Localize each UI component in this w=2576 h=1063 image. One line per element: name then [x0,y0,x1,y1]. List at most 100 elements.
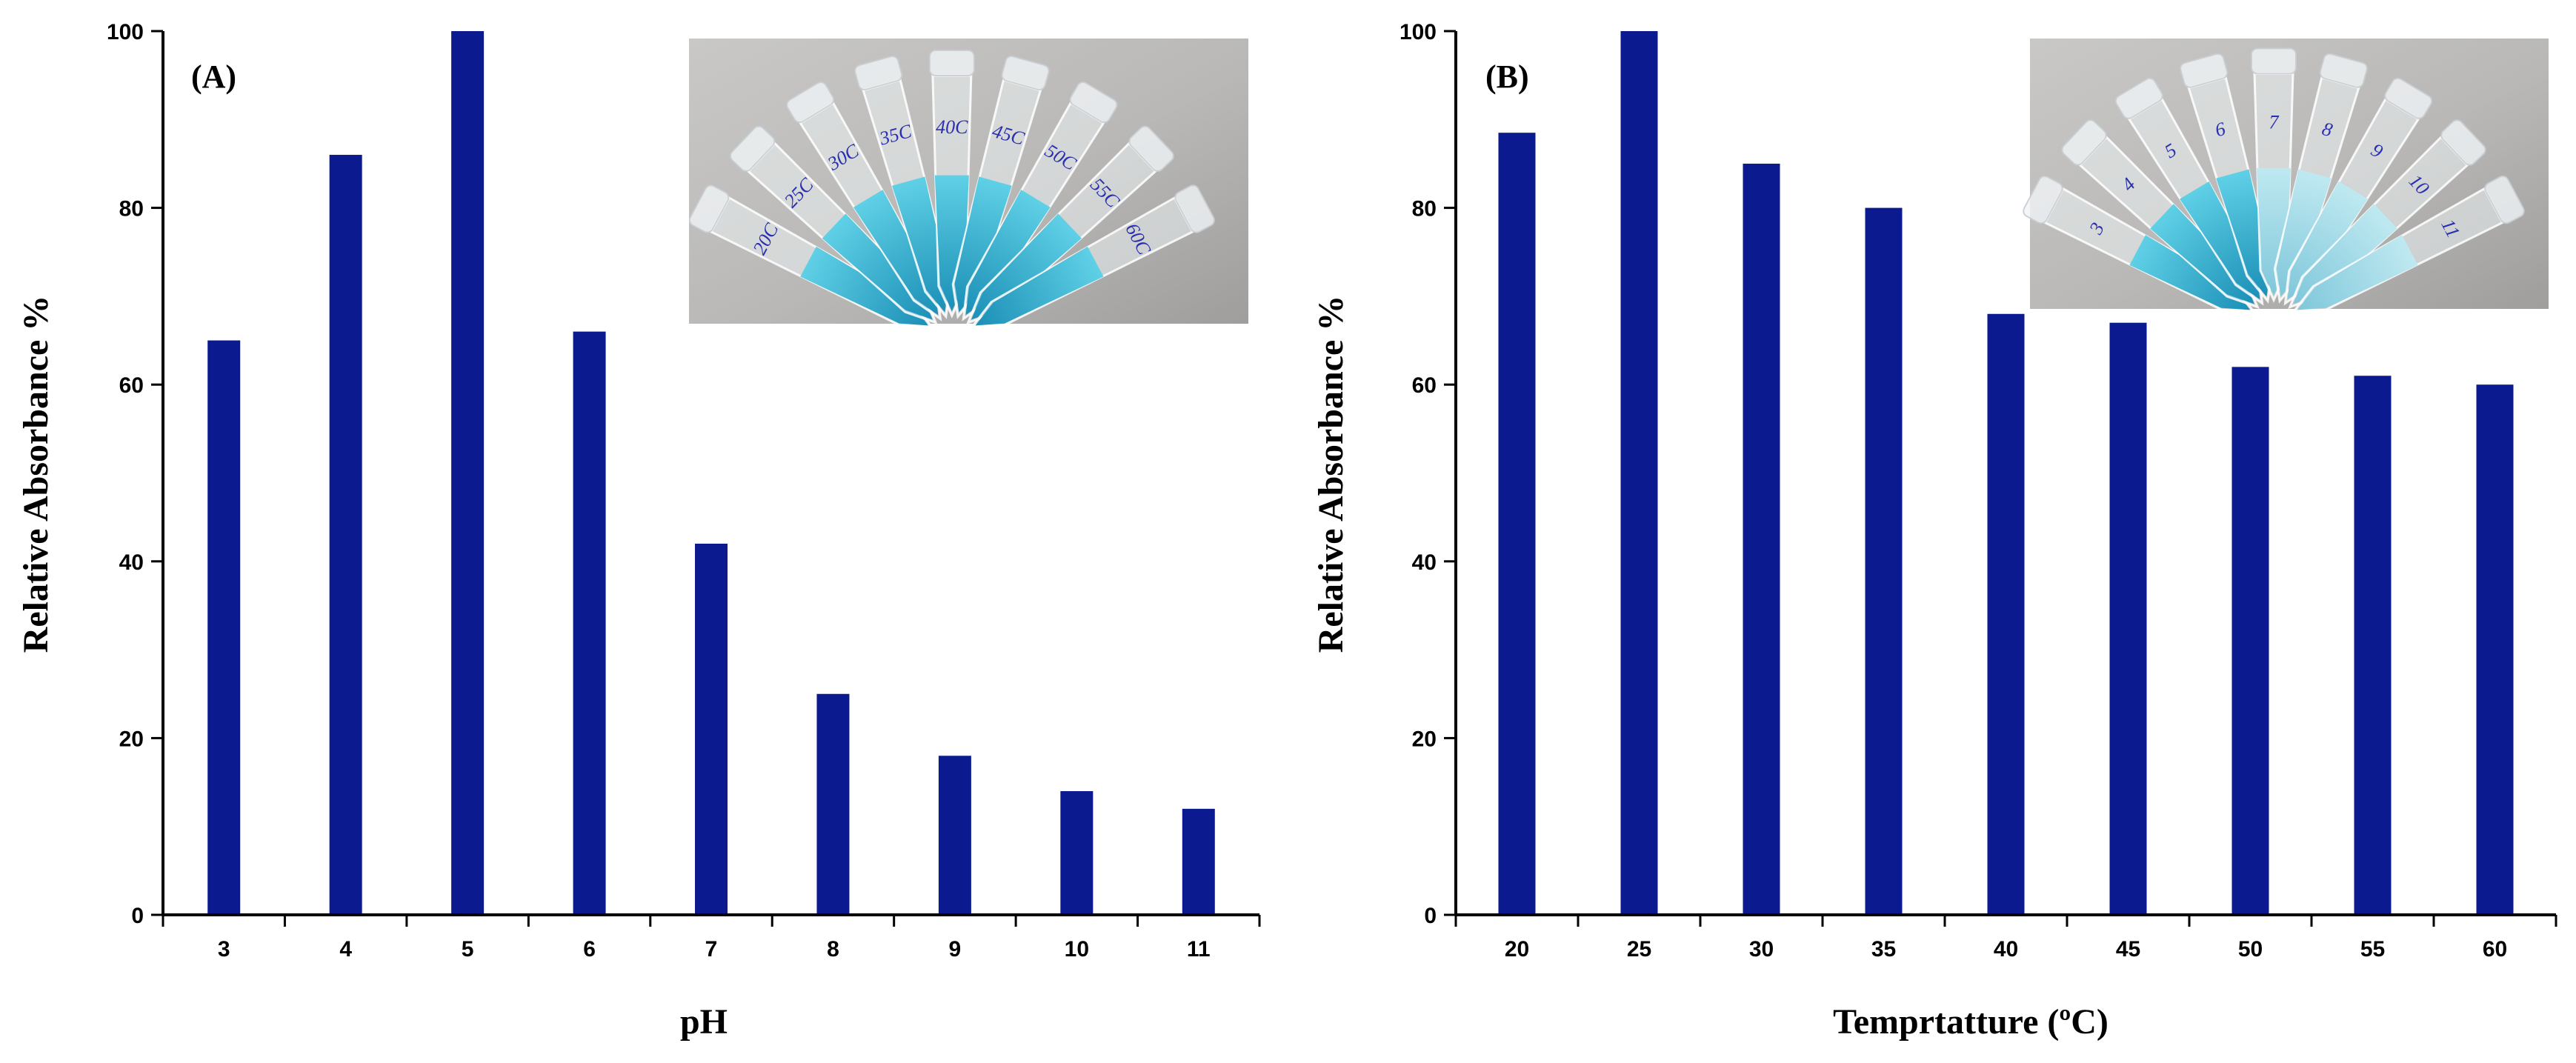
vial-liquid-a-1 [822,213,933,320]
vial-cap-b-6 [2384,77,2433,119]
bar-a-8 [816,693,850,915]
panel-label-b: (B) [1485,59,1529,95]
vial-liquid-b-8 [2297,235,2418,310]
plot-area-a: 0 20 40 60 80 100 3 4 5 6 7 8 9 10 11 [107,20,1261,962]
vial-a-4: 40C [928,50,975,319]
y-tick-label-b-0: 0 [1424,904,1437,928]
vial-a-6: 50C [962,81,1118,321]
vial-cap-a-4 [928,50,975,77]
y-axis-title-a: Relative Absorbance % [16,296,56,653]
plot-area-b: 0 20 40 60 80 100 20 25 30 35 40 45 50 55 60 [1400,20,2557,962]
vial-a-5: 45C [951,55,1050,319]
y-tick-label-a-20: 20 [119,727,144,751]
vial-b-3: 6 [2180,53,2274,304]
vial-liquid-b-6 [2287,181,2368,300]
y-tick-label-a-100: 100 [107,20,144,44]
bar-b-20 [1498,133,1536,915]
vial-b-8: 11 [2291,175,2525,313]
bar-b-30 [1743,163,1780,915]
y-tick-label-b-60: 60 [1412,373,1437,398]
vial-liquid-a-0 [800,246,929,326]
x-axis-title-a: pH [680,1002,728,1042]
x-tick-label-b-40: 40 [1994,937,2018,962]
vial-cap-b-2 [2114,77,2163,119]
vial-liquid-a-8 [975,246,1104,326]
vial-liquid-a-5 [954,176,1012,313]
x-axis-title-b: Temprtatture (ºC) [1833,1002,2109,1042]
x-tick-label-b-20: 20 [1505,937,1529,962]
vial-liquid-b-2 [2180,181,2260,300]
bar-b-50 [2231,367,2269,916]
y-tick-label-b-20: 20 [1412,727,1437,751]
bar-b-60 [2476,384,2514,915]
vial-liquid-a-7 [971,213,1082,320]
bar-a-10 [1060,790,1094,915]
vial-liquid-a-6 [965,190,1051,316]
bar-a-9 [938,756,971,915]
vial-cap-b-0 [2023,175,2063,224]
vial-liquid-b-3 [2216,169,2272,297]
bar-a-3 [207,340,241,915]
x-tick-label-b-35: 35 [1871,937,1896,962]
bar-b-25 [1620,31,1658,915]
vial-a-8: 60C [969,184,1215,329]
vial-cap-b-3 [2180,53,2229,88]
x-tick-label-b-60: 60 [2483,937,2507,962]
bar-b-45 [2109,322,2147,915]
vial-liquid-b-7 [2293,204,2397,304]
vial-cap-b-5 [2319,53,2368,88]
bar-a-5 [451,31,485,915]
bar-a-4 [329,155,362,915]
vial-liquid-a-2 [853,190,939,316]
vial-liquid-b-1 [2150,204,2254,304]
bar-a-11 [1182,808,1215,915]
vial-cap-b-7 [2440,119,2486,166]
bar-b-35 [1865,207,1903,916]
vial-label-a-4: 40C [936,116,968,138]
vial-liquid-a-3 [891,176,950,313]
y-tick-label-a-40: 40 [119,550,144,575]
x-tick-label-a-4: 4 [339,937,352,962]
vial-b-2: 5 [2114,77,2264,306]
vial-b-1: 4 [2061,119,2260,310]
x-tick-label-a-3: 3 [218,937,230,962]
x-tick-label-a-7: 7 [705,937,718,962]
bar-a-6 [573,331,606,915]
y-tick-label-b-100: 100 [1400,20,1437,44]
vial-cap-a-1 [729,125,776,172]
vial-cap-a-7 [1128,125,1174,172]
vial-cap-b-8 [2484,175,2525,224]
vial-cap-a-8 [1174,184,1215,233]
x-tick-label-b-25: 25 [1627,937,1651,962]
vial-cap-a-2 [786,81,835,124]
panel-label-a: (A) [191,59,236,95]
x-tick-label-a-9: 9 [949,937,962,962]
y-tick-label-a-60: 60 [119,373,144,398]
bar-b-55 [2354,376,2392,915]
y-tick-label-b-80: 80 [1412,197,1437,221]
x-tick-label-a-5: 5 [462,937,474,962]
vial-cap-a-0 [688,184,730,233]
vial-a-7: 55C [965,125,1174,325]
vial-liquid-b-5 [2276,169,2332,297]
vial-cap-a-6 [1069,81,1118,124]
y-tick-label-b-40: 40 [1412,550,1437,575]
x-tick-label-a-10: 10 [1065,937,1089,962]
bar-b-40 [1987,313,2025,915]
y-tick-label-a-0: 0 [131,904,144,928]
y-axis-title-b: Relative Absorbance % [1311,296,1351,653]
bar-a-7 [695,543,728,915]
x-tick-label-a-6: 6 [583,937,596,962]
vial-label-b-4: 7 [2269,111,2280,133]
x-tick-label-b-55: 55 [2360,937,2385,962]
vial-cap-a-3 [854,55,903,91]
x-tick-label-a-11: 11 [1187,937,1211,962]
vial-cap-b-1 [2061,119,2107,166]
x-tick-label-b-50: 50 [2238,937,2263,962]
x-tick-label-a-8: 8 [827,937,839,962]
vial-cap-b-4 [2251,47,2297,75]
x-tick-label-b-30: 30 [1749,937,1774,962]
